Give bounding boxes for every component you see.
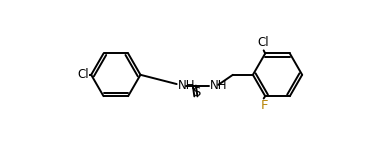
- Text: S: S: [192, 86, 200, 99]
- Text: NH: NH: [210, 79, 227, 92]
- Text: F: F: [261, 99, 268, 112]
- Text: NH: NH: [178, 79, 195, 92]
- Text: Cl: Cl: [258, 36, 270, 49]
- Text: Cl: Cl: [77, 68, 89, 81]
